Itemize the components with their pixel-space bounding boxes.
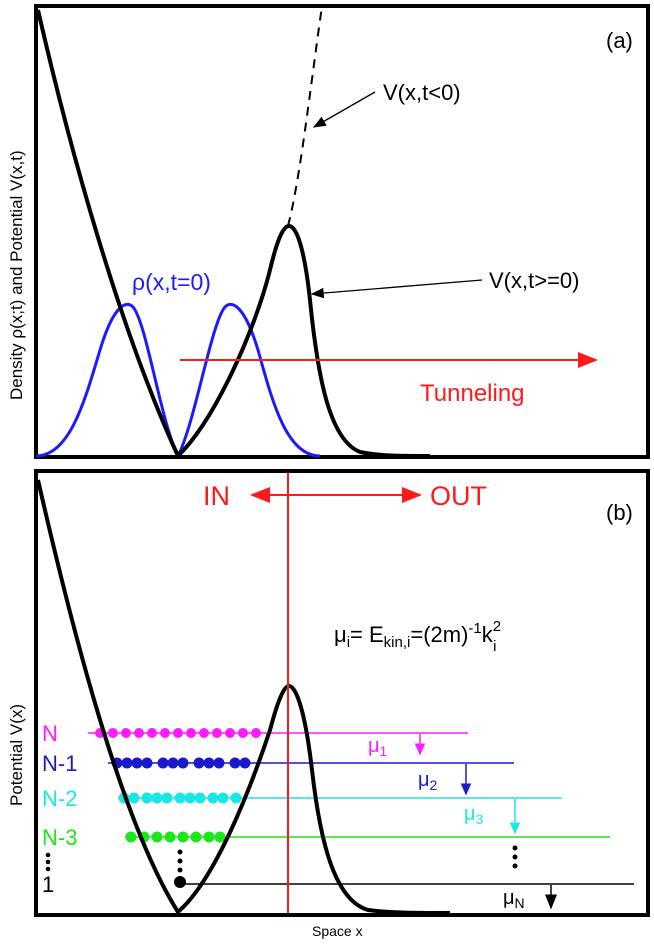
panel-b-tag: (b) [606, 500, 633, 525]
panel-b-frame [34, 469, 650, 917]
panel-b-ylabel: Potential V(x) [7, 704, 26, 806]
arrow-v-after [310, 279, 483, 299]
level-label-n2: N-2 [42, 786, 77, 811]
x-axis-label: Space x [312, 923, 363, 939]
panel-a: (a) V(x,t<0) V(x,t>=0) ρ(x,t=0) Tunnelin… [34, 4, 650, 460]
arrow-v-before [312, 91, 376, 128]
chemical-potential-equation: μi= Ekin,i=(2m)-1k2 i [334, 618, 501, 655]
level-label-n1: N-1 [42, 751, 77, 776]
label-density: ρ(x,t=0) [132, 269, 211, 295]
label-out: OUT [430, 481, 487, 511]
potential-curve-b [36, 479, 451, 916]
label-v-after: V(x,t>=0) [489, 268, 579, 293]
panel-b: (b) IN OUT μ [34, 469, 650, 917]
muN-label: μN [503, 887, 525, 911]
mu3-label: μ3 [464, 803, 484, 827]
level-label-1: 1 [42, 872, 54, 897]
label-in: IN [203, 481, 230, 511]
label-v-before: V(x,t<0) [383, 80, 461, 105]
mu1-label: μ1 [368, 735, 388, 759]
panel-a-ylabel: Density ρ(x;t) and Potential V(x,t) [7, 150, 26, 400]
label-tunneling: Tunneling [420, 380, 525, 407]
mu2-label: μ2 [418, 769, 438, 793]
dots-level-n [95, 728, 261, 738]
dots-level-n3 [125, 831, 226, 843]
level-label-n3: N-3 [42, 825, 77, 850]
dot-level-1 [174, 876, 186, 888]
potential-after-curve [36, 9, 431, 460]
level-label-n: N [42, 721, 58, 746]
density-curve [35, 303, 321, 460]
panel-a-tag: (a) [606, 28, 633, 53]
ellipsis-center [177, 849, 183, 873]
ellipsis-left [45, 852, 51, 872]
dots-level-n2 [118, 792, 242, 804]
ellipsis-right [512, 845, 518, 869]
panel-a-frame [34, 4, 650, 459]
potential-before-dashed [287, 5, 323, 227]
dots-level-n1 [111, 757, 251, 769]
